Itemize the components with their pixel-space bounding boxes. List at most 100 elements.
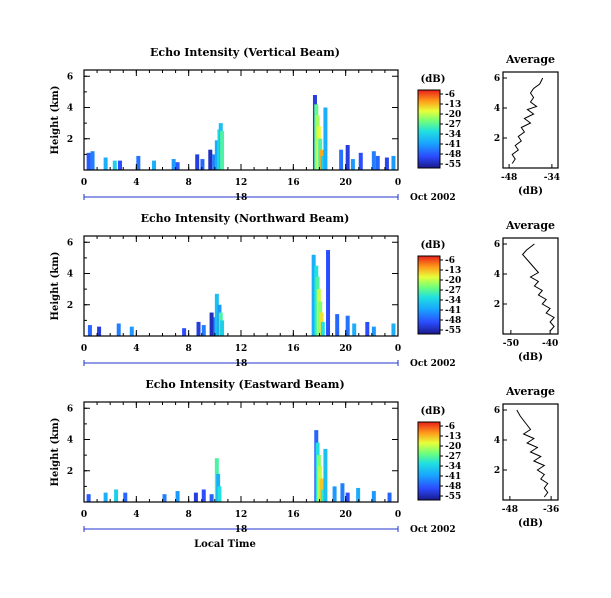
heatmap-cell xyxy=(371,326,376,336)
x-tick-label: 0 xyxy=(81,178,87,188)
y-tick-label: 4 xyxy=(67,270,73,280)
average-frame xyxy=(502,403,559,501)
heatmap-cell xyxy=(384,157,389,170)
y-tick-label: 6 xyxy=(67,404,73,414)
colorbar-tick-label: -20 xyxy=(445,110,461,120)
colorbar-tick-label: -6 xyxy=(445,422,455,432)
heatmap-cell xyxy=(323,448,328,502)
average-y-tick-label: 6 xyxy=(494,406,500,416)
heatmap-cell xyxy=(201,489,206,502)
heatmap-cell xyxy=(103,492,108,502)
x-tick-label: 12 xyxy=(235,344,248,354)
average-frame xyxy=(502,237,559,335)
colorbar-tick-label: -41 xyxy=(445,140,461,150)
average-y-tick-label: 2 xyxy=(494,466,500,476)
heatmap-cell xyxy=(320,321,325,336)
heatmap-cell xyxy=(332,486,337,502)
y-tick-label: 2 xyxy=(67,135,73,145)
x-tick-label: 8 xyxy=(186,178,192,188)
average-y-tick-label: 4 xyxy=(494,104,500,114)
average-title: Average xyxy=(505,385,555,398)
heatmap-cell xyxy=(311,254,316,336)
average-x-tick-label: -50 xyxy=(503,339,519,349)
panel-title: Echo Intensity (Vertical Beam) xyxy=(150,46,340,59)
colorbar-tick-label: -48 xyxy=(445,482,461,492)
heatmap-cell xyxy=(212,154,217,170)
y-tick-label: 2 xyxy=(67,467,73,477)
heatmap-cell xyxy=(90,151,95,170)
average-x-tick-label: -40 xyxy=(542,339,558,349)
colorbar xyxy=(417,421,441,501)
x-tick-label: 0 xyxy=(395,344,401,354)
plot-frame xyxy=(83,401,399,503)
heatmap-cell xyxy=(352,323,357,336)
x-tick-label: 0 xyxy=(81,510,87,520)
colorbar-unit: (dB) xyxy=(421,240,446,251)
x-tick-label: 0 xyxy=(395,510,401,520)
day-label: 18 xyxy=(235,193,248,203)
average-y-tick-label: 2 xyxy=(494,300,500,310)
colorbar-unit: (dB) xyxy=(421,406,446,417)
heatmap-cell xyxy=(356,487,361,502)
y-tick-label: 6 xyxy=(67,238,73,248)
heatmap-cell xyxy=(340,483,345,502)
average-title: Average xyxy=(505,53,555,66)
colorbar-unit: (dB) xyxy=(421,74,446,85)
heatmap-cell xyxy=(209,312,214,336)
heatmap-cell xyxy=(358,152,363,170)
y-axis-label: Height (km) xyxy=(50,252,61,321)
colorbar-tick-label: -41 xyxy=(445,306,461,316)
heatmap-cell xyxy=(175,491,180,502)
heatmap-cell xyxy=(171,159,176,170)
heatmap-cell xyxy=(387,492,392,502)
colorbar-tick-label: -48 xyxy=(445,150,461,160)
colorbar-tick-label: -13 xyxy=(445,432,461,442)
colorbar-tick-label: -41 xyxy=(445,472,461,482)
average-y-tick-label: 2 xyxy=(494,134,500,144)
x-tick-label: 4 xyxy=(133,178,139,188)
heatmap-cell xyxy=(220,320,225,336)
colorbar-tick-label: -20 xyxy=(445,276,461,286)
y-tick-label: 4 xyxy=(67,104,73,114)
colorbar xyxy=(417,89,441,169)
heatmap-cell xyxy=(209,494,214,502)
x-tick-label: 8 xyxy=(186,344,192,354)
heatmap-cell xyxy=(152,160,157,170)
colorbar-tick-label: -34 xyxy=(445,462,461,472)
average-y-tick-label: 6 xyxy=(494,240,500,250)
heatmap-cell xyxy=(214,293,219,336)
heatmap-cell xyxy=(118,160,123,170)
panel-title: Echo Intensity (Northward Beam) xyxy=(141,212,350,225)
x-tick-label: 20 xyxy=(339,510,352,520)
y-axis-label: Height (km) xyxy=(50,418,61,487)
heatmap-cell xyxy=(86,152,91,170)
heatmap-cell xyxy=(195,154,200,170)
heatmap-cell xyxy=(162,494,167,502)
colorbar-tick-label: -34 xyxy=(445,296,461,306)
date-label: Oct 2002 xyxy=(410,359,456,369)
heatmap-cell xyxy=(87,325,92,336)
average-x-tick-label: -48 xyxy=(501,173,517,183)
average-x-tick-label: -34 xyxy=(544,173,560,183)
heatmap-cell xyxy=(371,491,376,502)
heatmap-cell xyxy=(208,149,213,170)
average-x-label: (dB) xyxy=(518,352,543,363)
heatmap-cell xyxy=(129,326,134,336)
average-profile-line xyxy=(511,77,544,164)
heatmap-cell xyxy=(196,321,201,336)
average-profile-line xyxy=(516,409,549,498)
heatmap-cell xyxy=(97,326,102,336)
heatmap-cell xyxy=(220,130,225,170)
date-label: Oct 2002 xyxy=(410,193,456,203)
plot-frame xyxy=(83,69,399,171)
day-label: 18 xyxy=(235,525,248,535)
colorbar-tick-label: -6 xyxy=(445,90,455,100)
panel-title: Echo Intensity (Eastward Beam) xyxy=(145,378,344,391)
panel-1: Echo Intensity (Northward Beam) 2 4 6 Height… xyxy=(50,212,559,369)
heatmap-cell xyxy=(345,145,350,170)
heatmap-cell xyxy=(214,140,219,170)
heatmap-cell xyxy=(193,492,198,502)
heatmap-cell xyxy=(217,486,222,502)
heatmap-cell xyxy=(391,155,396,170)
